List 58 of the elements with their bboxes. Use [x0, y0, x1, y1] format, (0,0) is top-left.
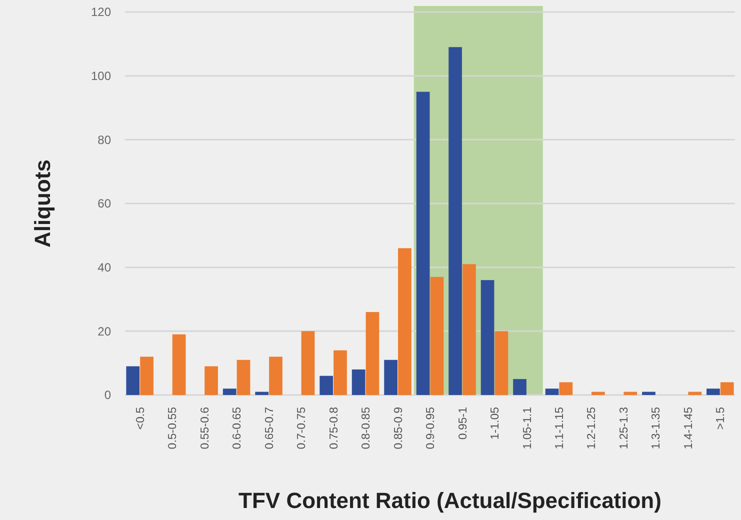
x-tick-label: 0.5-0.55 — [167, 407, 180, 450]
bar — [720, 382, 734, 395]
bar — [204, 366, 218, 395]
bar — [255, 392, 269, 395]
x-tick-label: 0.9-0.95 — [425, 407, 438, 450]
bar — [430, 276, 444, 395]
bar — [448, 47, 462, 395]
x-tick-label: 0.55-0.6 — [199, 407, 212, 450]
bar — [494, 331, 508, 395]
bar — [624, 392, 638, 395]
bar — [301, 331, 315, 395]
x-tick-label: >1.5 — [715, 407, 728, 430]
bar — [462, 264, 476, 395]
bar — [398, 248, 412, 395]
x-axis-title: TFV Content Ratio (Actual/Specification) — [238, 488, 662, 513]
x-tick-label: 1-1.05 — [490, 407, 502, 440]
bar — [352, 369, 366, 395]
bar — [269, 356, 282, 395]
x-tick-label: 0.7-0.75 — [296, 407, 308, 450]
bar — [384, 360, 398, 395]
bar — [320, 376, 333, 395]
bar — [366, 312, 380, 395]
y-tick-label: 20 — [98, 324, 112, 338]
x-tick-label: 0.75-0.8 — [328, 407, 340, 450]
y-tick-label: 60 — [98, 196, 112, 211]
bar — [334, 350, 347, 395]
bar — [480, 280, 494, 395]
y-tick-label: 100 — [90, 69, 112, 84]
x-tick-label: 1.25-1.3 — [618, 407, 630, 450]
x-tick-label: 0.85-0.9 — [392, 407, 405, 450]
bar — [706, 388, 720, 395]
x-tick-label: 1.3-1.35 — [650, 407, 663, 450]
y-tick-label: 120 — [90, 5, 112, 20]
x-tick-label: 1.05-1.1 — [522, 407, 534, 450]
x-tick-label: 0.65-0.7 — [264, 407, 276, 450]
bar — [591, 392, 605, 395]
y-tick-label: 0 — [104, 388, 112, 402]
bar — [140, 356, 154, 395]
y-axis-title: Aliquots — [30, 160, 55, 248]
x-tick-label: 0.8-0.85 — [360, 407, 373, 450]
bar — [545, 388, 559, 395]
bar — [172, 334, 186, 395]
x-tick-label: 0.95-1 — [457, 407, 470, 440]
x-tick-label: 1.1-1.15 — [554, 407, 566, 450]
x-tick-label: <0.5 — [134, 407, 147, 430]
bar — [222, 388, 236, 395]
bar — [642, 392, 656, 395]
x-tick-label: 0.6-0.65 — [232, 407, 244, 450]
x-tick-label: 1.4-1.45 — [682, 407, 695, 450]
bar — [559, 382, 573, 395]
bar — [416, 92, 430, 395]
x-tick-label: 1.2-1.25 — [586, 407, 598, 450]
y-tick-label: 40 — [98, 260, 112, 275]
y-tick-label: 80 — [98, 132, 112, 147]
bar — [513, 379, 526, 395]
bar — [126, 366, 140, 395]
bar — [688, 392, 702, 395]
bar — [236, 360, 250, 395]
